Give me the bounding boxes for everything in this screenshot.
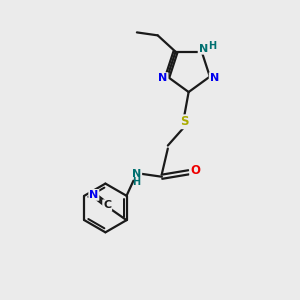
Text: N: N	[132, 169, 141, 179]
Text: N: N	[210, 73, 219, 83]
Text: N: N	[89, 190, 98, 200]
Text: C: C	[103, 200, 111, 210]
Text: N: N	[158, 73, 168, 83]
Text: S: S	[180, 115, 188, 128]
Text: O: O	[190, 164, 200, 177]
Text: H: H	[208, 41, 216, 51]
Text: H: H	[132, 177, 140, 187]
Text: N: N	[199, 44, 208, 54]
